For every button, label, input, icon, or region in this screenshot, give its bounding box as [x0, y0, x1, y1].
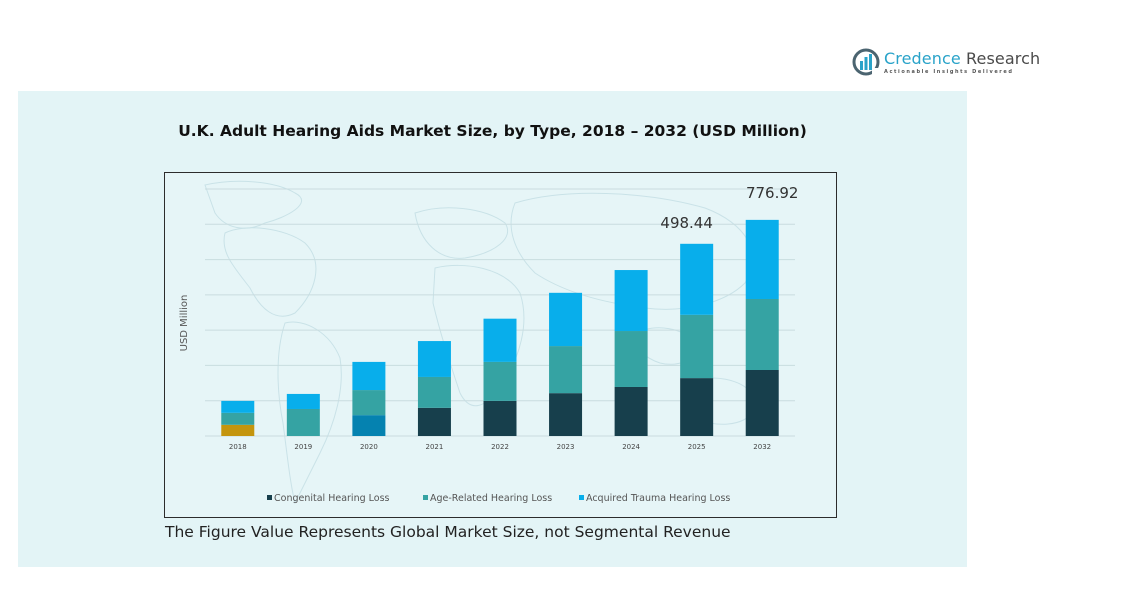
logo-chart-icon	[852, 48, 880, 76]
bar-segment-congenital-hearing-loss-2025	[680, 378, 714, 436]
legend-label: Age-Related Hearing Loss	[430, 493, 552, 504]
legend-label: Congenital Hearing Loss	[274, 493, 390, 504]
chart-panel: U.K. Adult Hearing Aids Market Size, by …	[18, 91, 967, 567]
data-label: 498.44	[660, 214, 713, 232]
bar-segment-age-related-hearing-loss-2032	[745, 298, 779, 371]
x-tick-label: 2020	[360, 443, 378, 451]
data-label: 776.92	[746, 184, 799, 202]
legend-swatch	[267, 495, 272, 500]
bar-segment-congenital-hearing-loss-2023	[549, 393, 583, 436]
bar-segment-congenital-hearing-loss-2022	[483, 400, 517, 436]
bar-segment-acquired-trauma-hearing-loss-2018	[221, 400, 255, 413]
x-tick-label: 2025	[688, 443, 706, 451]
stacked-bar-chart: 2018 2019 2020 2021 2022 2023 2024 2025 2032 498…	[179, 180, 798, 505]
bar-segment-acquired-trauma-hearing-loss-2022	[483, 318, 517, 362]
bar-segment-age-related-hearing-loss-2023	[549, 346, 583, 394]
bar-segment-acquired-trauma-hearing-loss-2021	[417, 341, 451, 377]
x-tick-label: 2021	[426, 443, 444, 451]
footnote: The Figure Value Represents Global Marke…	[165, 523, 731, 541]
legend-label: Acquired Trauma Hearing Loss	[586, 493, 730, 504]
legend-swatch	[423, 495, 428, 500]
brand-name: Credence Research	[884, 48, 1041, 68]
bar-segment-congenital-hearing-loss-2024	[614, 386, 648, 436]
bar-segment-acquired-trauma-hearing-loss-2019	[286, 393, 320, 409]
bar-segment-age-related-hearing-loss-2022	[483, 361, 517, 401]
bar-segment-age-related-hearing-loss-2025	[680, 314, 714, 379]
bar-segment-acquired-trauma-hearing-loss-2032	[745, 219, 779, 299]
bar-segment-congenital-hearing-loss-2020	[352, 415, 386, 436]
legend: Congenital Hearing Loss Age-Related Heari…	[267, 493, 730, 504]
bar-segment-congenital-hearing-loss-2021	[417, 407, 451, 436]
y-axis-label: USD Million	[179, 295, 190, 352]
bar-segment-age-related-hearing-loss-2019	[286, 408, 320, 436]
bars-group	[221, 219, 779, 436]
x-tick-label: 2023	[557, 443, 575, 451]
x-tick-label: 2032	[753, 443, 771, 451]
bar-segment-age-related-hearing-loss-2020	[352, 390, 386, 416]
bar-segment-congenital-hearing-loss-2018	[221, 424, 255, 436]
x-tick-label: 2019	[294, 443, 312, 451]
bar-segment-acquired-trauma-hearing-loss-2025	[680, 243, 714, 315]
brand-tagline: Actionable Insights Delivered	[884, 68, 1014, 75]
chart-frame: 2018 2019 2020 2021 2022 2023 2024 2025 2032 498…	[164, 172, 837, 518]
bar-segment-congenital-hearing-loss-2032	[745, 370, 779, 436]
bar-segment-acquired-trauma-hearing-loss-2024	[614, 270, 648, 332]
x-tick-label: 2022	[491, 443, 509, 451]
data-labels: 498.44 776.92	[660, 184, 798, 232]
bar-segment-acquired-trauma-hearing-loss-2023	[549, 292, 583, 347]
bar-segment-age-related-hearing-loss-2021	[417, 376, 451, 408]
x-tick-label: 2018	[229, 443, 247, 451]
x-axis-labels: 2018 2019 2020 2021 2022 2023 2024 2025 2032	[229, 443, 771, 451]
bar-segment-acquired-trauma-hearing-loss-2020	[352, 361, 386, 391]
chart-title: U.K. Adult Hearing Aids Market Size, by …	[178, 122, 807, 140]
brand-logo: Credence Research Actionable Insights De…	[852, 48, 1040, 76]
x-tick-label: 2024	[622, 443, 640, 451]
legend-swatch	[579, 495, 584, 500]
bar-segment-age-related-hearing-loss-2024	[614, 331, 648, 387]
bar-segment-age-related-hearing-loss-2018	[221, 412, 255, 425]
